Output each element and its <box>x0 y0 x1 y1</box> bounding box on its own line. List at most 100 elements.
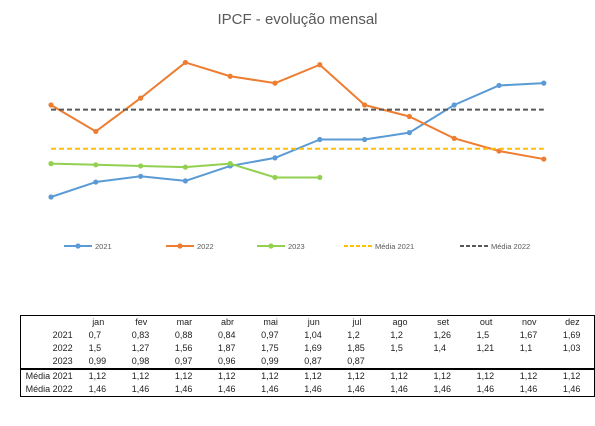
table-cell: 1,69 <box>304 343 322 353</box>
legend-item-2023: 2023 <box>257 236 305 256</box>
table-cell: 1,1 <box>519 343 533 353</box>
table-cell: 1,12 <box>119 368 163 383</box>
legend-label: 2021 <box>95 241 112 251</box>
column-header: mar <box>162 315 206 329</box>
table-cell <box>422 355 465 369</box>
table-cell: 1,26 <box>433 330 452 340</box>
table-cell: 1,75 <box>261 343 279 353</box>
column-header: jun <box>292 315 336 329</box>
column-header: set <box>421 315 465 329</box>
table-cell: 1,12 <box>162 368 206 383</box>
table-cell: 0,98 <box>131 356 150 366</box>
table-cell: 1,12 <box>421 368 465 383</box>
data-point-2021 <box>406 130 412 136</box>
table-cell: 1,12 <box>205 368 250 383</box>
data-point-2023 <box>272 174 278 181</box>
table-cell: 1,12 <box>464 368 508 383</box>
table-cell: 0,83 <box>131 330 150 340</box>
legend-swatch <box>344 241 372 251</box>
table-row: 2023 0,99 0,98 0,97 0,96 0,99 0,87 0,87 <box>19 355 595 369</box>
table-cell: 1,46 <box>507 383 551 397</box>
data-point-2021 <box>48 194 54 200</box>
table-row: 2022 1,5 1,27 1,56 1,87 1,75 1,69 1,85 1,5 1,4 1,2… <box>19 342 595 355</box>
column-header: jul <box>335 315 379 329</box>
legend-label: Média 2021 <box>375 241 415 251</box>
legend-label: Média 2022 <box>491 241 531 251</box>
table-cell: 0,88 <box>174 330 193 340</box>
data-point-2022 <box>182 59 188 66</box>
table-cell: 1,12 <box>378 368 422 383</box>
table-cell: 1,46 <box>292 383 336 397</box>
table-cell: 1,69 <box>550 329 595 342</box>
table-cell: 1,46 <box>335 383 379 397</box>
table-cell: 1,5 <box>390 343 403 353</box>
data-point-2021 <box>541 80 547 86</box>
table-cell <box>550 355 595 369</box>
legend-swatch <box>460 241 488 251</box>
data-point-2022 <box>541 156 547 162</box>
table-cell: 1,03 <box>550 342 595 355</box>
table-cell: 1,04 <box>304 330 322 340</box>
table-cell: 1,67 <box>519 330 538 340</box>
legend-item-2022: 2022 <box>166 236 214 256</box>
table-cell: 0,99 <box>88 356 107 366</box>
data-point-2021 <box>182 178 188 184</box>
table-cell: 0,96 <box>217 356 236 366</box>
legend-label: 2022 <box>197 241 214 251</box>
data-point-2023 <box>317 174 323 181</box>
table-cell: 1,2 <box>347 330 360 340</box>
table-cell <box>378 355 421 369</box>
table-cell: 1,5 <box>476 330 490 340</box>
data-point-2021 <box>362 136 368 143</box>
table-cell: 1,46 <box>421 383 465 397</box>
table-cell: 1,12 <box>335 368 379 383</box>
data-point-2022 <box>362 102 368 108</box>
legend-swatch <box>64 241 92 251</box>
table-cell: 0,84 <box>217 330 236 340</box>
data-point-2023 <box>48 161 54 167</box>
table-row: Média 2021 1,12 1,12 1,12 1,12 1,12 1,12 1,12 1,… <box>19 368 595 383</box>
column-header: dez <box>550 315 595 329</box>
series-line-2021 <box>50 82 544 198</box>
table-cell: 1,87 <box>217 343 236 353</box>
data-point-2023 <box>227 161 233 167</box>
table-cell: 1,12 <box>76 368 120 383</box>
table-cell: 1,27 <box>131 343 150 353</box>
legend-swatch <box>257 241 285 251</box>
data-point-2022 <box>317 62 323 68</box>
legend-item-2021: 2021 <box>64 236 112 256</box>
data-table: jan fev mar abr mai jun jul ago set out nov dez 202… <box>19 315 595 397</box>
table-cell: 1,46 <box>550 383 595 397</box>
data-point-2021 <box>138 173 144 179</box>
data-point-2021 <box>93 179 99 185</box>
data-point-2021 <box>451 102 457 108</box>
data-point-2022 <box>272 80 278 86</box>
column-header: ago <box>378 315 422 329</box>
row-header: Média 2022 <box>19 383 77 397</box>
table-cell <box>465 355 508 369</box>
data-point-2022 <box>406 113 412 120</box>
table-cell: 1,21 <box>476 343 495 353</box>
table-cell: 1,56 <box>174 343 193 353</box>
legend-item-m-dia-2022: Média 2022 <box>460 236 530 256</box>
data-point-2021 <box>496 82 502 89</box>
series-line-2022 <box>50 61 544 161</box>
legend-label: 2023 <box>288 241 305 251</box>
table-cell: 1,46 <box>464 383 508 397</box>
chart-title: IPCF - evolução mensal <box>217 11 378 28</box>
table-header-row: jan fev mar abr mai jun jul ago set out nov dez <box>19 315 595 329</box>
legend: 2021 2022 2023 Média 2021 Média 2022 <box>0 236 595 256</box>
table-cell: 1,12 <box>292 368 336 383</box>
data-point-2022 <box>227 73 233 79</box>
table-cell: 1,46 <box>378 383 422 397</box>
table-cell: 1,2 <box>390 330 403 340</box>
data-point-2022 <box>138 95 144 101</box>
data-point-2021 <box>317 136 323 143</box>
column-header: mai <box>249 315 293 329</box>
table-corner <box>19 315 77 329</box>
table-cell: 1,12 <box>249 368 293 383</box>
table-cell: 0,87 <box>347 356 365 366</box>
legend-swatch <box>166 241 194 251</box>
row-header: Média 2021 <box>19 368 77 383</box>
table-cell: 1,46 <box>162 383 206 397</box>
